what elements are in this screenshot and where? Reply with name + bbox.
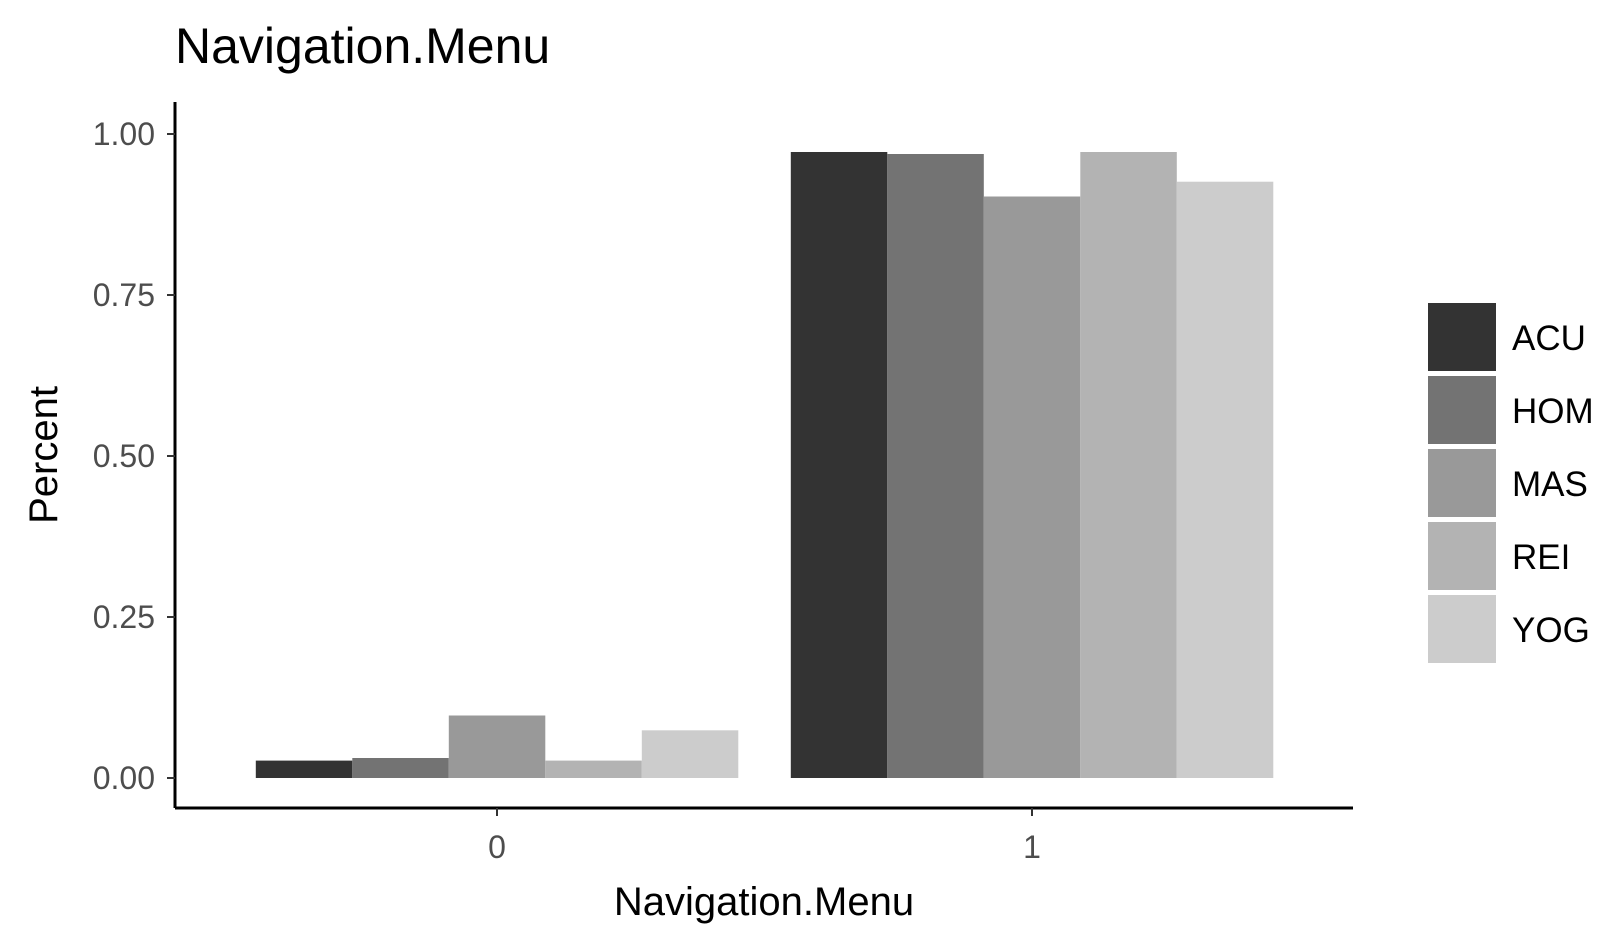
y-tick-label: 0.00 [93, 760, 155, 796]
legend-swatch-rei [1428, 522, 1496, 590]
y-axis-title: Percent [22, 386, 66, 524]
y-tick-label: 0.75 [93, 277, 155, 313]
y-ticks-group: 0.00 0.25 0.50 0.75 1.00 [93, 116, 175, 796]
bar-acu-0 [255, 760, 353, 778]
legend-swatch-hom [1428, 376, 1496, 444]
legend-swatch-mas [1428, 449, 1496, 517]
legend-label-acu: ACU [1512, 319, 1586, 358]
legend-swatch-yog [1428, 595, 1496, 663]
x-tick-label: 1 [1023, 829, 1041, 865]
x-tick-label: 0 [488, 829, 506, 865]
bar-rei-1 [1080, 152, 1177, 778]
legend-swatch-acu [1428, 303, 1496, 371]
bar-hom-0 [352, 758, 449, 778]
bar-mas-1 [983, 196, 1081, 778]
y-tick-label: 0.50 [93, 438, 155, 474]
bar-hom-1 [887, 154, 984, 778]
bar-yog-1 [1176, 181, 1274, 778]
chart-title: Navigation.Menu [175, 18, 550, 74]
y-tick-label: 0.25 [93, 599, 155, 635]
legend-label-mas: MAS [1512, 465, 1588, 504]
bar-mas-0 [448, 715, 546, 778]
legend-label-rei: REI [1512, 538, 1570, 577]
legend: ACU HOM MAS REI YOG [1428, 303, 1594, 663]
bar-yog-0 [641, 730, 739, 778]
bar-rei-0 [545, 760, 642, 778]
legend-label-hom: HOM [1512, 392, 1594, 431]
legend-label-yog: YOG [1512, 611, 1590, 650]
bar-acu-1 [790, 152, 888, 778]
bars-group [255, 152, 1274, 778]
y-tick-label: 1.00 [93, 116, 155, 152]
x-axis-title: Navigation.Menu [614, 880, 914, 924]
